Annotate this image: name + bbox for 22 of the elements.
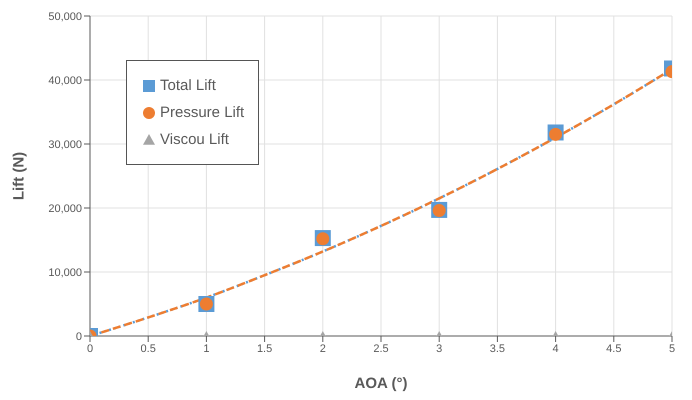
y-tick-label: 50,000 xyxy=(48,10,82,23)
y-axis-title: Lift (N) xyxy=(10,152,28,200)
x-tick-label: 0 xyxy=(86,342,94,355)
x-tick-label: 3.5 xyxy=(490,342,506,355)
y-tick-label: 20,000 xyxy=(48,202,82,215)
x-tick-label: 2.5 xyxy=(373,342,389,355)
y-tick-label: 10,000 xyxy=(48,266,82,279)
x-tick-label: 3 xyxy=(436,342,442,355)
x-tick-label: 1.5 xyxy=(256,342,272,355)
legend-label: Viscou Lift xyxy=(160,131,229,148)
y-tick-label: 40,000 xyxy=(48,74,82,87)
x-axis-title: AOA (°) xyxy=(354,375,408,392)
x-tick-label: 5 xyxy=(668,342,676,355)
x-tick-label: 2 xyxy=(320,342,326,355)
x-tick-label: 4.5 xyxy=(606,342,622,355)
x-tick-label: 1 xyxy=(203,342,210,355)
y-tick-label: 30,000 xyxy=(48,138,82,151)
legend-label: Total Lift xyxy=(160,77,216,94)
y-tick-label: 0 xyxy=(76,330,82,343)
legend-label: Pressure Lift xyxy=(160,104,244,121)
x-tick-label: 0.5 xyxy=(140,342,156,355)
x-tick-label: 4 xyxy=(552,342,559,355)
